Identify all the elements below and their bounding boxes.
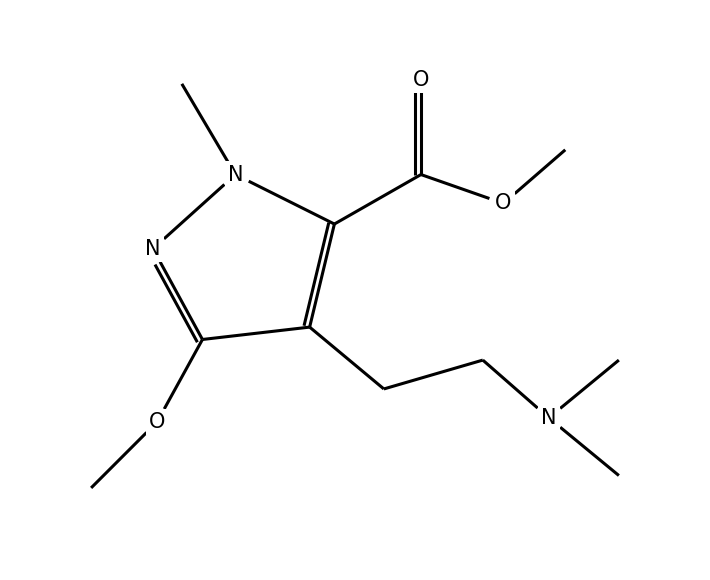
Text: O: O [413,70,429,90]
Text: N: N [146,239,160,259]
Text: N: N [228,165,244,184]
Text: N: N [541,408,557,428]
Text: O: O [149,412,165,432]
Text: O: O [496,193,512,213]
